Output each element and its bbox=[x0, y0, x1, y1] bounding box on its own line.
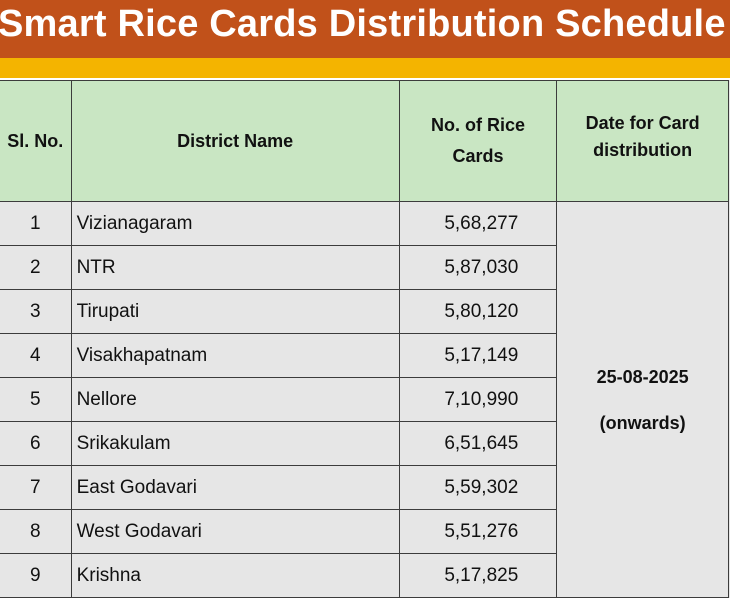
cell-rice-cards: 6,51,645 bbox=[398, 421, 558, 466]
cell-rice-cards: 5,80,120 bbox=[398, 289, 558, 334]
table-header-row: Sl. No. District Name No. of Rice Cards … bbox=[0, 80, 729, 202]
cell-sl-no: 5 bbox=[0, 377, 72, 422]
accent-band bbox=[0, 58, 730, 78]
cell-rice-cards: 5,59,302 bbox=[398, 465, 558, 510]
table-row: 6 Srikakulam 6,51,645 bbox=[0, 421, 729, 466]
cell-sl-no: 6 bbox=[0, 421, 72, 466]
cell-rice-cards: 5,17,149 bbox=[398, 333, 558, 378]
table-row: 7 East Godavari 5,59,302 bbox=[0, 465, 729, 510]
cell-sl-no: 4 bbox=[0, 333, 72, 378]
header-distribution-date: Date for Card distribution bbox=[556, 80, 729, 202]
cell-rice-cards: 7,10,990 bbox=[398, 377, 558, 422]
cell-district-name: Vizianagaram bbox=[70, 201, 400, 246]
cell-district-name: NTR bbox=[70, 245, 400, 290]
cell-sl-no: 3 bbox=[0, 289, 72, 334]
page-title: Smart Rice Cards Distribution Schedule bbox=[0, 3, 726, 45]
cell-district-name: Krishna bbox=[70, 553, 400, 598]
table-row: 9 Krishna 5,17,825 bbox=[0, 553, 729, 598]
cell-sl-no: 8 bbox=[0, 509, 72, 554]
cell-rice-cards: 5,68,277 bbox=[398, 201, 558, 246]
cell-distribution-date: 25-08-2025 (onwards) bbox=[556, 201, 729, 598]
cell-sl-no: 1 bbox=[0, 201, 72, 246]
table-row: 2 NTR 5,87,030 bbox=[0, 245, 729, 290]
cell-rice-cards: 5,87,030 bbox=[398, 245, 558, 290]
table-row: 1 Vizianagaram 5,68,277 25-08-2025 (onwards) bbox=[0, 201, 729, 598]
divider bbox=[0, 78, 730, 80]
header-district-name: District Name bbox=[70, 80, 400, 202]
cell-district-name: Visakhapatnam bbox=[70, 333, 400, 378]
table-row: 3 Tirupati 5,80,120 bbox=[0, 289, 729, 334]
header-sl-no: Sl. No. bbox=[0, 80, 72, 202]
cell-sl-no: 2 bbox=[0, 245, 72, 290]
cell-sl-no: 7 bbox=[0, 465, 72, 510]
cell-rice-cards: 5,17,825 bbox=[398, 553, 558, 598]
header-distribution-date-label: Date for Card distribution bbox=[585, 113, 700, 160]
cell-district-name: Nellore bbox=[70, 377, 400, 422]
cell-district-name: West Godavari bbox=[70, 509, 400, 554]
distribution-note: (onwards) bbox=[599, 412, 686, 433]
cell-rice-cards: 5,51,276 bbox=[398, 509, 558, 554]
distribution-date: 25-08-2025 bbox=[596, 366, 689, 387]
cell-district-name: Tirupati bbox=[70, 289, 400, 334]
header-rice-cards-label: No. of Rice Cards bbox=[430, 115, 525, 166]
title-banner: Smart Rice Cards Distribution Schedule bbox=[0, 0, 730, 58]
table-row: 5 Nellore 7,10,990 bbox=[0, 377, 729, 422]
cell-district-name: Srikakulam bbox=[70, 421, 400, 466]
table-row: 8 West Godavari 5,51,276 bbox=[0, 509, 729, 554]
distribution-table: Sl. No. District Name No. of Rice Cards … bbox=[0, 80, 729, 598]
header-rice-cards: No. of Rice Cards bbox=[398, 80, 558, 202]
cell-district-name: East Godavari bbox=[70, 465, 400, 510]
table-row: 4 Visakhapatnam 5,17,149 bbox=[0, 333, 729, 378]
